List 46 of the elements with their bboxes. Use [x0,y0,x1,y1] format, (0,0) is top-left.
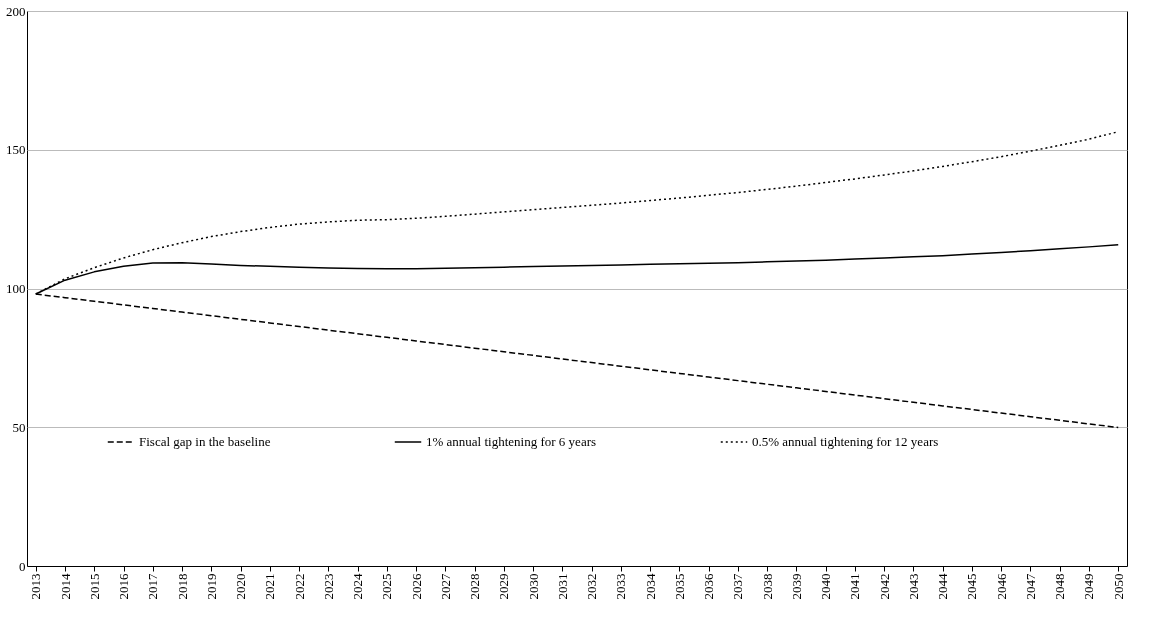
x-tick-label: 2025 [379,573,395,600]
y-tick-label: 100 [6,281,26,296]
x-tick-label: 2019 [203,573,219,600]
x-tick-label: 2017 [145,573,161,600]
x-tick-label: 2014 [57,573,73,600]
x-tick-label: 2015 [86,573,102,600]
x-tick-label: 2047 [1022,573,1038,600]
x-tick-label: 2030 [525,573,541,600]
x-tick-label: 2016 [116,573,132,600]
y-tick-label: 150 [6,142,26,158]
x-tick-label: 2046 [993,573,1009,600]
x-tick-label: 2032 [584,573,600,600]
x-tick-label: 2029 [496,573,512,600]
x-tick-label: 2042 [876,573,892,600]
y-tick-label: 200 [6,3,26,19]
x-tick-label: 2036 [701,573,717,600]
x-tick-label: 2022 [291,573,307,600]
y-tick-label: 0 [19,558,26,574]
x-tick-label: 2038 [759,573,775,600]
x-tick-label: 2020 [233,573,249,600]
x-tick-label: 2034 [642,573,658,600]
x-tick-label: 2031 [554,573,570,600]
x-tick-label: 2044 [935,573,951,600]
legend-label: Fiscal gap in the baseline [139,434,271,449]
x-tick-label: 2013 [28,573,44,600]
x-tick-label: 2037 [730,573,746,600]
legend-label: 1% annual tightening for 6 years [426,434,597,449]
x-tick-label: 2049 [1081,573,1097,600]
y-tick-label: 50 [12,419,26,435]
x-tick-label: 2040 [818,573,834,600]
x-tick-label: 2048 [1052,573,1068,600]
x-tick-label: 2035 [671,573,687,600]
legend-label: 0.5% annual tightening for 12 years [752,434,939,449]
x-tick-label: 2026 [408,573,424,600]
x-tick-label: 2018 [174,573,190,600]
x-tick-label: 2021 [262,573,278,600]
x-tick-label: 2023 [320,573,336,600]
x-tick-label: 2043 [905,573,921,600]
x-tick-label: 2045 [964,573,980,600]
x-tick-label: 2050 [1110,573,1126,600]
x-tick-label: 2033 [613,573,629,600]
x-tick-label: 2028 [467,573,483,600]
x-tick-label: 2039 [788,573,804,600]
x-tick-label: 2041 [847,573,863,600]
x-tick-label: 2027 [437,573,453,600]
x-tick-label: 2024 [350,573,366,600]
